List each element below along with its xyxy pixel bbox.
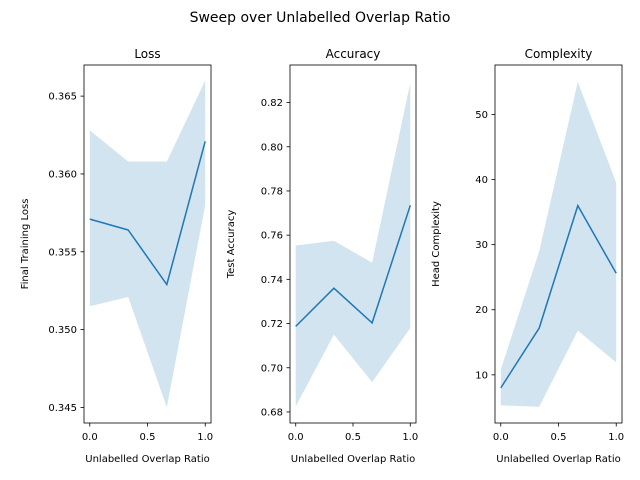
data-point	[538, 327, 540, 329]
y-axis-label: Head Complexity	[431, 201, 442, 287]
subplot-1: 0.0 0.5 1.0 0.345 0.350 0.355 0.360 0.365 Loss Un…	[20, 47, 213, 465]
y-tick-label: 0.345	[48, 403, 77, 414]
y-tick-label: 0.365	[48, 92, 77, 103]
y-tick-label: 20	[475, 305, 488, 316]
y-tick-label: 0.355	[48, 247, 77, 258]
y-axis-label: Test Accuracy	[226, 210, 237, 280]
y-tick-label: 0.70	[261, 363, 283, 374]
data-point	[89, 218, 91, 220]
data-point	[127, 229, 129, 231]
data-point	[500, 387, 502, 389]
y-tick-label: 0.76	[261, 231, 283, 242]
subplot-3: 0.0 0.5 1.0 10 20 30 40 50 Complexity Unlabelled …	[431, 47, 624, 465]
y-tick-label: 40	[475, 175, 488, 186]
x-tick-label: 0.5	[140, 432, 156, 443]
subplot-2: 0.0 0.5 1.0 0.68 0.70 0.72 0.74 0.76 0.78 0.80 0.8…	[226, 47, 418, 465]
x-tick-label: 1.0	[608, 432, 624, 443]
x-tick-label: 1.0	[197, 432, 213, 443]
mean-line	[295, 205, 412, 327]
confidence-band	[89, 80, 206, 408]
x-tick-label: 0.0	[493, 432, 509, 443]
x-axis-label: Unlabelled Overlap Ratio	[291, 454, 415, 465]
x-tick-label: 0.0	[288, 432, 304, 443]
y-tick-label: 0.80	[261, 142, 283, 153]
data-point	[577, 205, 579, 207]
mean-line	[89, 141, 206, 287]
data-point	[409, 204, 411, 206]
y-axis-label: Final Training Loss	[20, 199, 31, 290]
y-tick-label: 30	[475, 240, 488, 251]
subplot-title: Loss	[134, 47, 160, 61]
subplot-title: Accuracy	[326, 47, 381, 61]
y-tick-label: 0.68	[261, 407, 283, 418]
x-tick-label: 0.0	[82, 432, 98, 443]
data-point	[615, 272, 617, 274]
subplot-title: Complexity	[525, 47, 593, 61]
y-tick-label: 0.72	[261, 319, 283, 330]
x-tick-label: 0.5	[551, 432, 567, 443]
data-point	[204, 140, 206, 142]
y-tick-label: 0.78	[261, 186, 283, 197]
data-point	[295, 325, 297, 327]
y-tick-label: 10	[475, 370, 488, 381]
confidence-band	[500, 81, 617, 407]
data-point	[166, 283, 168, 285]
figure-suptitle: Sweep over Unlabelled Overlap Ratio	[190, 10, 451, 26]
y-tick-label: 50	[475, 110, 488, 121]
y-tick-label: 0.74	[261, 275, 283, 286]
x-tick-label: 1.0	[402, 432, 418, 443]
confidence-band	[295, 82, 411, 407]
y-tick-label: 0.82	[261, 98, 283, 109]
y-tick-label: 0.360	[48, 169, 77, 180]
mean-line	[500, 203, 617, 389]
x-axis-label: Unlabelled Overlap Ratio	[496, 454, 620, 465]
data-point	[371, 322, 373, 324]
data-point	[333, 287, 335, 289]
x-axis-label: Unlabelled Overlap Ratio	[85, 454, 209, 465]
y-tick-label: 0.350	[48, 325, 77, 336]
x-tick-label: 0.5	[345, 432, 361, 443]
